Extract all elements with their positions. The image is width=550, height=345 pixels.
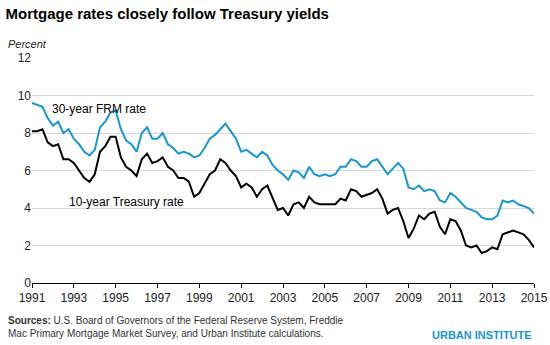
svg-text:2015: 2015 (521, 291, 548, 305)
svg-text:2: 2 (24, 239, 31, 253)
svg-text:6: 6 (24, 164, 31, 178)
svg-text:2009: 2009 (395, 291, 422, 305)
svg-text:2011: 2011 (437, 291, 463, 305)
svg-text:0: 0 (24, 276, 31, 290)
svg-text:2003: 2003 (270, 291, 297, 305)
svg-text:2005: 2005 (311, 291, 338, 305)
svg-text:10: 10 (18, 89, 32, 103)
svg-text:2001: 2001 (228, 291, 255, 305)
svg-text:1997: 1997 (144, 291, 171, 305)
svg-text:2013: 2013 (479, 291, 506, 305)
svg-text:4: 4 (24, 201, 31, 215)
svg-text:Mortgage rates closely follow: Mortgage rates closely follow Treasury y… (6, 5, 329, 22)
svg-text:2007: 2007 (353, 291, 380, 305)
svg-text:30-year FRM rate: 30-year FRM rate (52, 102, 146, 116)
svg-text:12: 12 (18, 51, 32, 65)
svg-text:Percent: Percent (8, 38, 47, 50)
svg-text:1999: 1999 (186, 291, 213, 305)
svg-text:Sources: U.S. Board of Governo: Sources: U.S. Board of Governors of the … (8, 315, 344, 339)
svg-text:10-year Treasury rate: 10-year Treasury rate (69, 195, 184, 209)
svg-text:1993: 1993 (60, 291, 87, 305)
svg-text:8: 8 (24, 126, 31, 140)
svg-text:URBAN INSTITUTE: URBAN INSTITUTE (432, 329, 532, 341)
svg-text:1995: 1995 (102, 291, 129, 305)
svg-text:1991: 1991 (19, 291, 46, 305)
